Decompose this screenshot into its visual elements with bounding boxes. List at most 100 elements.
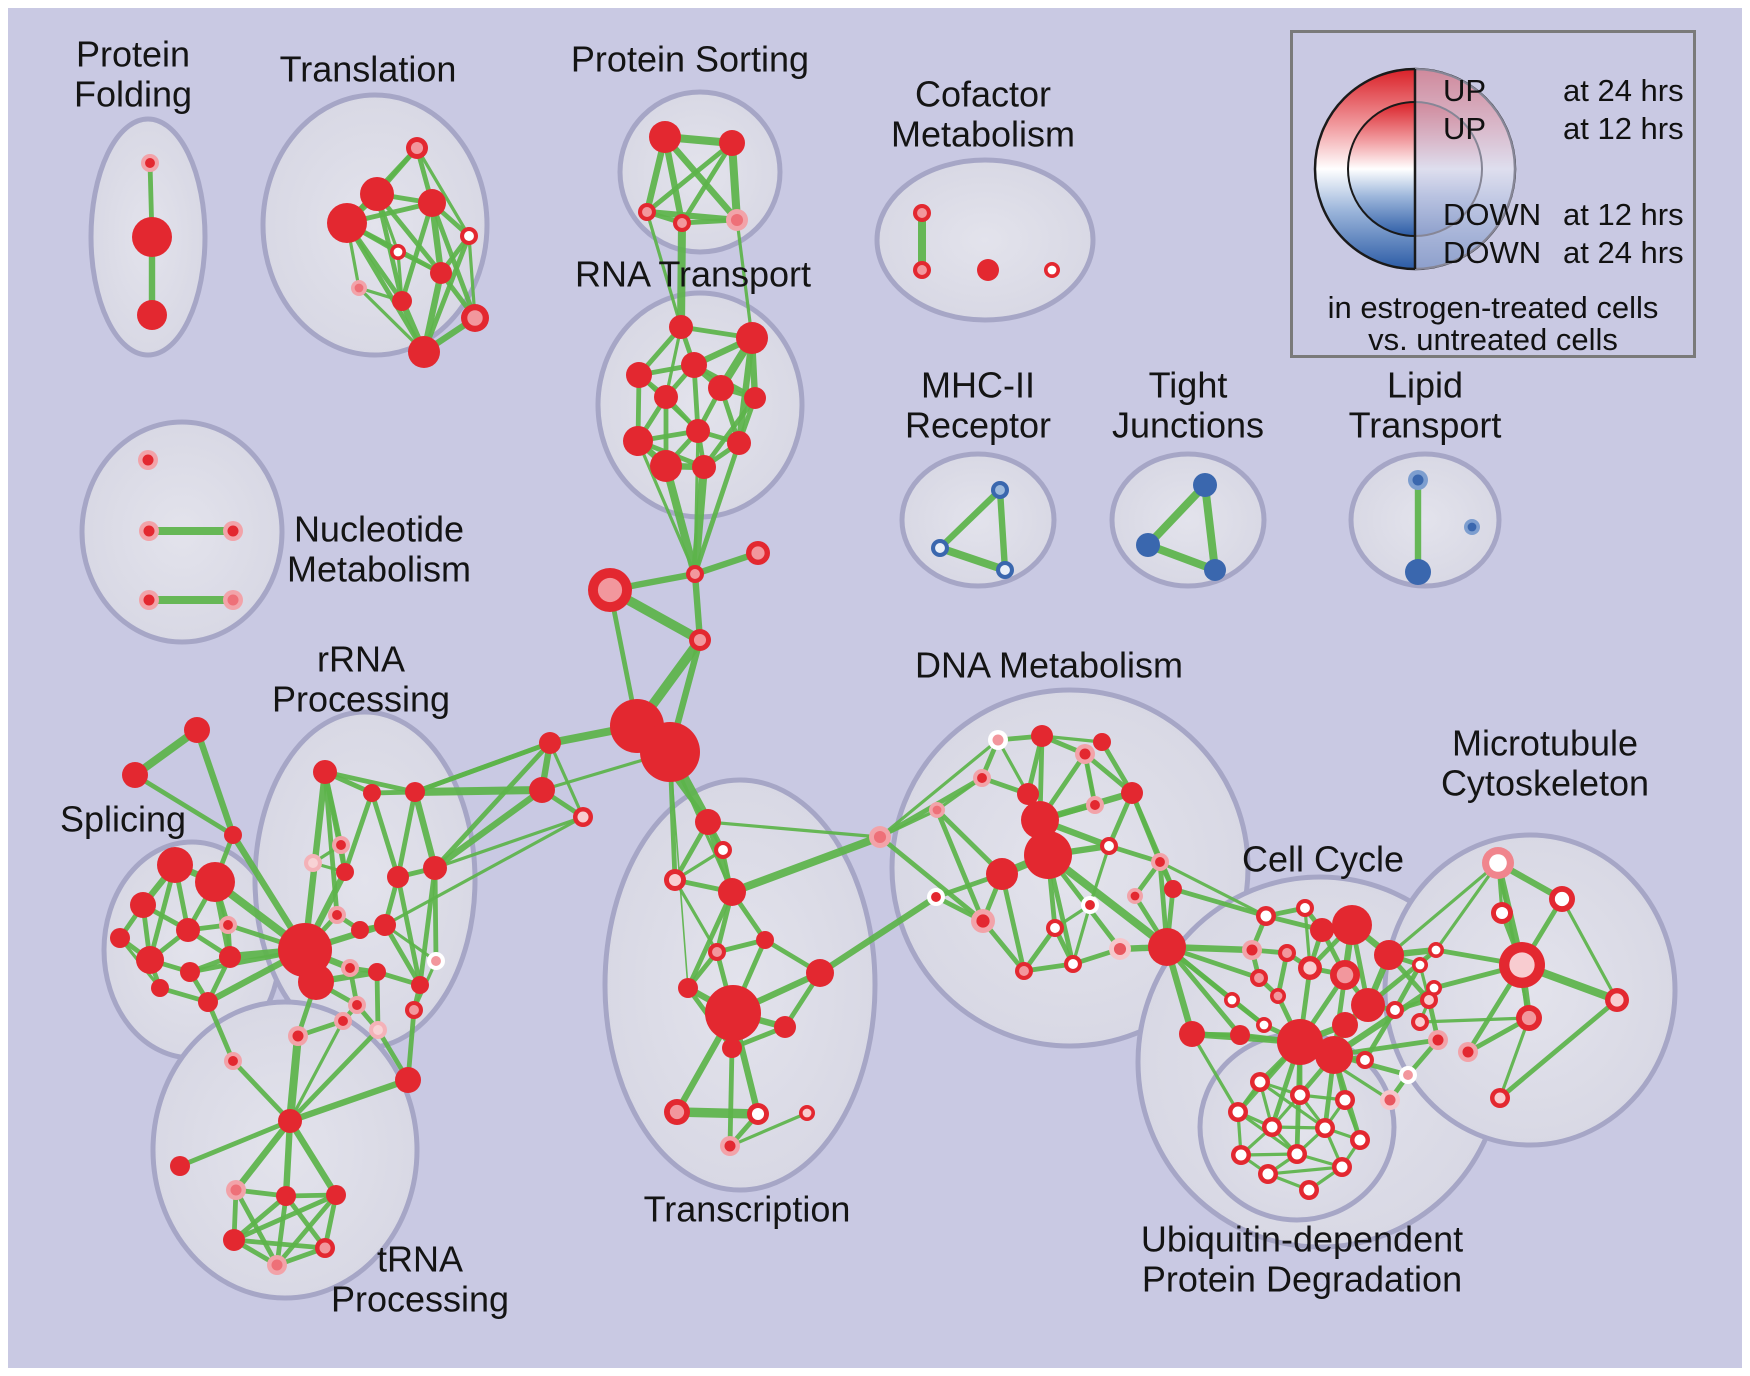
gene-node-94[interactable]: [395, 1067, 421, 1093]
gene-node-6[interactable]: [418, 189, 446, 217]
gene-node-126[interactable]: [1121, 782, 1143, 804]
gene-node-59[interactable]: [122, 762, 148, 788]
gene-node-21[interactable]: [977, 259, 999, 281]
gene-node-1[interactable]: [132, 217, 172, 257]
gene-node-44[interactable]: [623, 426, 653, 456]
gene-node-60[interactable]: [224, 826, 242, 844]
gene-node-67[interactable]: [136, 946, 164, 974]
gene-node-27[interactable]: [1136, 533, 1160, 557]
gene-node-center-166: [1403, 1070, 1413, 1080]
gene-node-108[interactable]: [756, 931, 774, 949]
gene-node-111[interactable]: [806, 959, 834, 987]
gene-node-28[interactable]: [1204, 559, 1226, 581]
gene-node-71[interactable]: [198, 992, 218, 1012]
cluster-ellipse-cofactor-metabolism: [874, 157, 1096, 323]
gene-node-156[interactable]: [1351, 988, 1385, 1022]
gene-node-159[interactable]: [1277, 1019, 1323, 1065]
gene-node-center-153: [1254, 973, 1264, 983]
gene-node-64[interactable]: [110, 928, 130, 948]
gene-node-160[interactable]: [1315, 1036, 1353, 1074]
gene-node-127[interactable]: [1021, 801, 1059, 839]
gene-node-99[interactable]: [276, 1186, 296, 1206]
gene-node-79[interactable]: [423, 856, 447, 880]
gene-node-47[interactable]: [650, 450, 682, 482]
gene-node-147[interactable]: [1310, 918, 1334, 942]
gene-node-133[interactable]: [1164, 880, 1182, 898]
gene-node-39[interactable]: [626, 362, 652, 388]
gene-node-center-35: [143, 594, 155, 606]
gene-node-96[interactable]: [170, 1156, 190, 1176]
legend-glyph: [1313, 67, 1517, 271]
cluster-label-trna-processing-line1: tRNA: [377, 1239, 463, 1280]
gene-node-128[interactable]: [1024, 831, 1072, 879]
gene-node-81[interactable]: [298, 964, 334, 1000]
gene-node-65[interactable]: [176, 918, 200, 942]
gene-node-157[interactable]: [1332, 1012, 1358, 1038]
gene-node-142[interactable]: [1093, 733, 1111, 751]
gene-node-84[interactable]: [374, 914, 396, 936]
gene-node-11[interactable]: [392, 291, 412, 311]
gene-node-63[interactable]: [130, 892, 156, 918]
gene-node-161[interactable]: [1230, 1025, 1250, 1045]
gene-node-100[interactable]: [326, 1185, 346, 1205]
network-edge-193: [287, 1027, 381, 1124]
gene-node-104[interactable]: [695, 809, 721, 835]
gene-node-121[interactable]: [1031, 725, 1053, 747]
gene-node-143[interactable]: [1179, 1021, 1205, 1047]
legend-faded-half: [1415, 68, 1516, 270]
gene-node-101[interactable]: [223, 1229, 245, 1251]
gene-node-48[interactable]: [692, 455, 716, 479]
gene-node-55[interactable]: [539, 732, 561, 754]
gene-node-95[interactable]: [278, 1109, 302, 1133]
gene-node-43[interactable]: [744, 387, 766, 409]
gene-node-58[interactable]: [184, 717, 210, 743]
gene-node-37[interactable]: [669, 315, 693, 339]
gene-node-70[interactable]: [151, 979, 169, 997]
gene-node-38[interactable]: [736, 322, 768, 354]
gene-node-4[interactable]: [360, 177, 394, 211]
gene-node-68[interactable]: [219, 946, 241, 968]
gene-node-87[interactable]: [368, 963, 386, 981]
gene-node-110[interactable]: [678, 978, 698, 998]
gene-node-72[interactable]: [313, 760, 337, 784]
gene-node-56[interactable]: [529, 777, 555, 803]
gene-node-42[interactable]: [654, 385, 678, 409]
gene-node-112[interactable]: [705, 985, 761, 1041]
network-edge-186: [395, 874, 423, 988]
gene-node-9[interactable]: [430, 262, 452, 284]
gene-node-80[interactable]: [278, 923, 332, 977]
gene-node-73[interactable]: [363, 784, 381, 802]
gene-node-148[interactable]: [1374, 940, 1404, 970]
gene-node-30[interactable]: [1405, 559, 1431, 585]
gene-node-26[interactable]: [1193, 473, 1217, 497]
gene-node-40[interactable]: [681, 352, 707, 378]
gene-node-54[interactable]: [640, 722, 700, 782]
gene-node-41[interactable]: [708, 375, 734, 401]
network-edge-200: [177, 1118, 293, 1169]
gene-node-107[interactable]: [718, 878, 746, 906]
gene-node-5[interactable]: [327, 203, 367, 243]
gene-node-center-57: [577, 811, 589, 823]
gene-node-62[interactable]: [195, 862, 235, 902]
gene-node-14[interactable]: [649, 121, 681, 153]
gene-node-2[interactable]: [137, 300, 167, 330]
gene-node-61[interactable]: [157, 847, 193, 883]
gene-node-74[interactable]: [405, 782, 425, 802]
gene-node-78[interactable]: [387, 866, 409, 888]
gene-node-125[interactable]: [1017, 783, 1039, 805]
network-edge-185: [342, 790, 375, 875]
gene-node-77[interactable]: [336, 863, 354, 881]
gene-node-88[interactable]: [411, 976, 429, 994]
gene-node-46[interactable]: [727, 431, 751, 455]
gene-node-69[interactable]: [180, 962, 200, 982]
gene-node-113[interactable]: [774, 1016, 796, 1038]
gene-node-146[interactable]: [1332, 905, 1372, 945]
gene-node-45[interactable]: [686, 419, 710, 443]
gene-node-129[interactable]: [986, 858, 1018, 890]
gene-node-83[interactable]: [351, 921, 369, 939]
gene-node-15[interactable]: [719, 130, 745, 156]
gene-node-center-3: [410, 141, 424, 155]
gene-node-139[interactable]: [1148, 928, 1186, 966]
gene-node-13[interactable]: [408, 336, 440, 368]
gene-node-114[interactable]: [722, 1038, 742, 1058]
